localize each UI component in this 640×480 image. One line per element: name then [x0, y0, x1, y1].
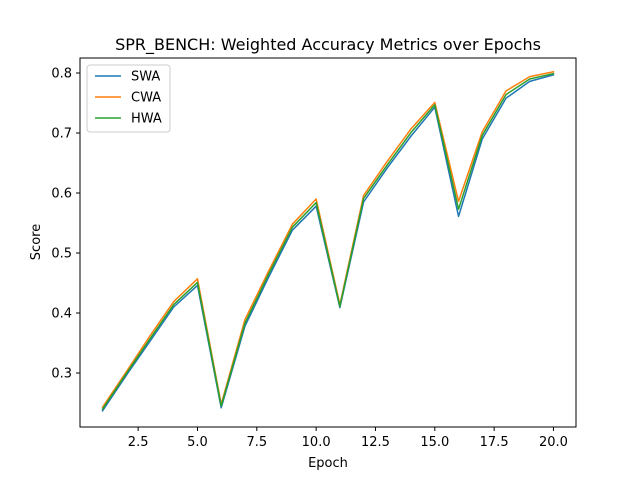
x-axis-label: Epoch	[308, 456, 348, 471]
legend: SWA CWA HWA	[86, 64, 171, 133]
x-axis: 2.5 5.0 7.5 10.0 12.5 15.0 17.5 20.0	[128, 427, 568, 450]
x-tick-label: 5.0	[187, 435, 208, 450]
x-tick-label: 2.5	[128, 435, 149, 450]
y-tick-label: 0.8	[51, 67, 72, 82]
x-tick-label: 15.0	[420, 435, 449, 450]
legend-label-hwa: HWA	[131, 112, 162, 127]
y-tick-label: 0.3	[51, 367, 72, 382]
series-lines	[101, 70, 555, 412]
legend-box	[86, 64, 171, 133]
y-tick-label: 0.6	[51, 187, 72, 202]
x-tick-label: 10.0	[302, 435, 331, 450]
x-tick-label: 17.5	[480, 435, 509, 450]
chart-title: SPR_BENCH: Weighted Accuracy Metrics ove…	[115, 35, 541, 55]
x-tick-label: 20.0	[539, 435, 568, 450]
y-tick-label: 0.5	[51, 247, 72, 262]
y-axis: 0.3 0.4 0.5 0.6 0.7 0.8	[51, 67, 80, 382]
y-axis-label: Score	[29, 224, 44, 260]
y-tick-label: 0.4	[51, 307, 72, 322]
plot-frame	[79, 57, 577, 428]
y-tick-label: 0.7	[51, 127, 72, 142]
x-tick-label: 7.5	[246, 435, 267, 450]
legend-label-cwa: CWA	[131, 91, 161, 106]
x-tick-label: 12.5	[361, 435, 390, 450]
series-line-hwa	[101, 72, 555, 411]
legend-label-swa: SWA	[131, 70, 160, 85]
